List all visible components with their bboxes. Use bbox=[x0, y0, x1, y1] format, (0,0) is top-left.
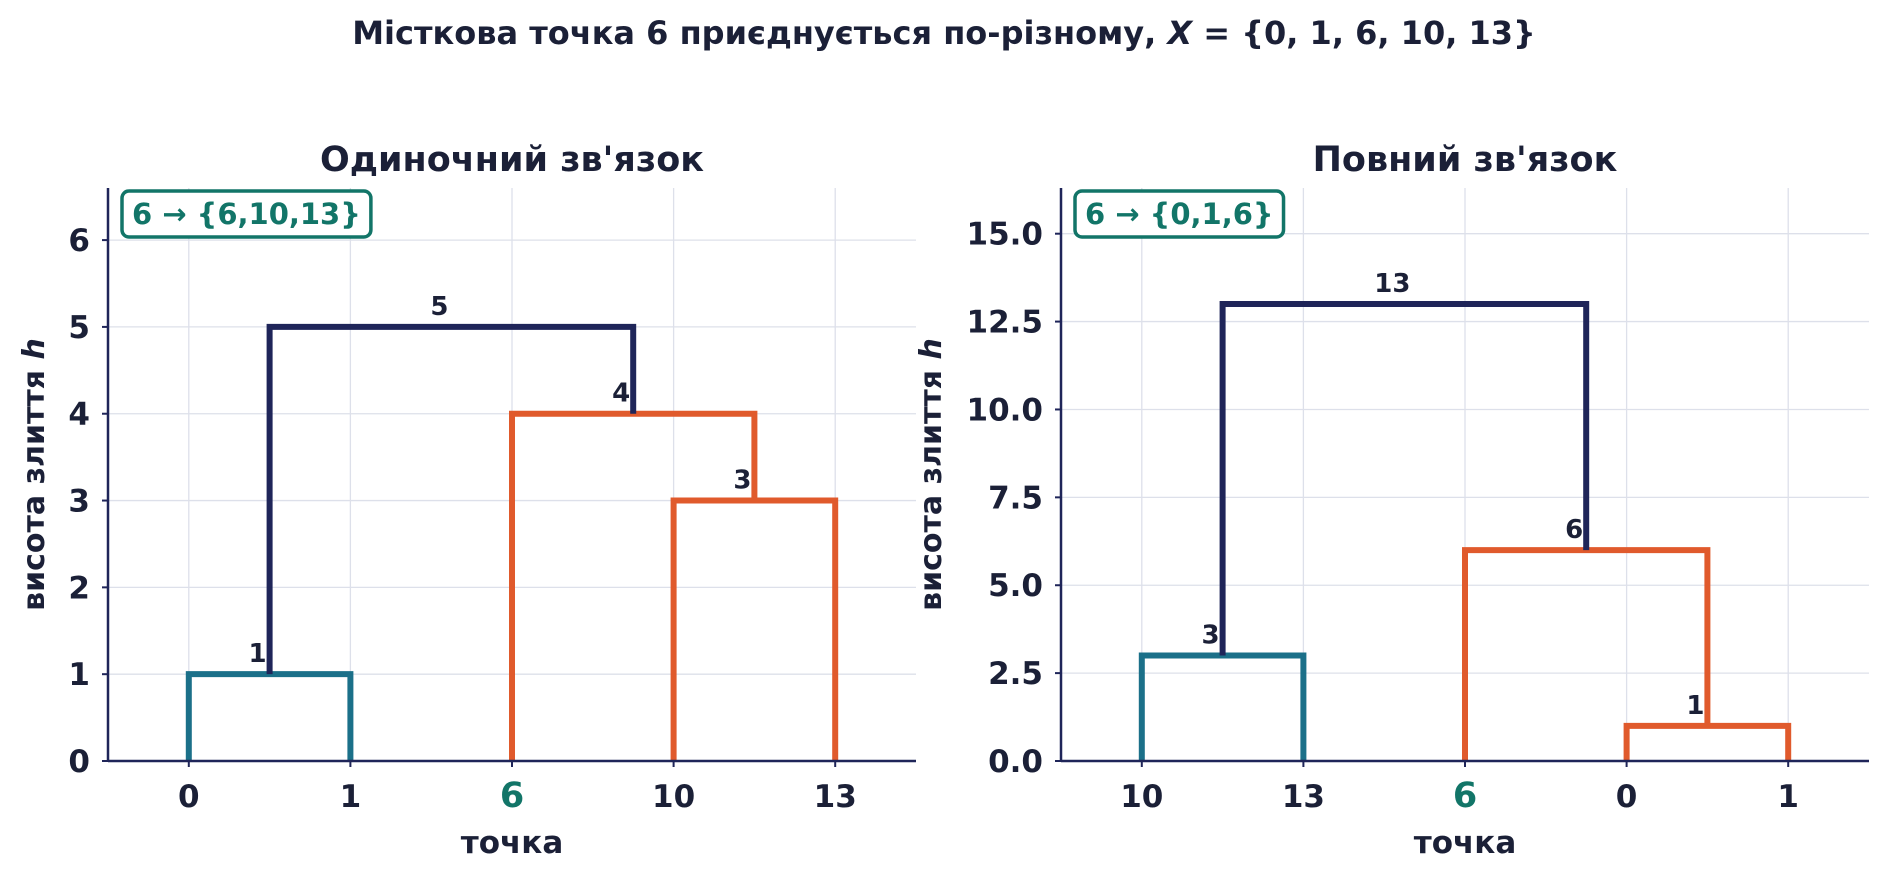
leaf-label: 13 bbox=[1282, 779, 1325, 815]
leaf-label: 6 bbox=[500, 776, 524, 816]
merge-height-label: 6 bbox=[1565, 515, 1583, 545]
y-axis-label: висота злиття h bbox=[914, 338, 949, 611]
y-tick-label: 7.5 bbox=[988, 480, 1043, 516]
merge-height-label: 4 bbox=[612, 379, 630, 409]
merge-height-label: 3 bbox=[733, 466, 751, 496]
leaf-label: 13 bbox=[814, 779, 857, 815]
merge-height-label: 1 bbox=[249, 639, 267, 669]
dendrogram-link bbox=[1462, 547, 1711, 761]
dendrogram-link bbox=[185, 671, 354, 761]
leaf-label: 0 bbox=[1616, 779, 1638, 815]
merge-height-label: 5 bbox=[430, 292, 448, 322]
panel-title: Повний зв'язок bbox=[1313, 140, 1618, 180]
merge-height-label: 3 bbox=[1202, 621, 1220, 651]
annotation-text: 6 → {0,1,6} bbox=[1085, 197, 1274, 231]
y-axis-label-variable: h bbox=[17, 338, 52, 359]
y-axis-label: висота злиття h bbox=[17, 338, 52, 611]
y-tick-label: 2 bbox=[68, 570, 90, 606]
suptitle-variable: X bbox=[1165, 14, 1193, 52]
y-tick-label: 2.5 bbox=[988, 656, 1043, 692]
suptitle-text: Місткова точка 6 приєднується по-різному… bbox=[352, 14, 1167, 52]
cluster-annotation: 6 → {0,1,6} bbox=[1073, 189, 1286, 239]
y-tick-label: 5.0 bbox=[988, 568, 1043, 604]
figure-suptitle: Місткова точка 6 приєднується по-різному… bbox=[352, 14, 1536, 52]
dendrogram-link bbox=[670, 497, 839, 761]
leaf-label: 1 bbox=[340, 779, 362, 815]
y-tick-label: 6 bbox=[68, 223, 90, 259]
dendrogram-link bbox=[266, 323, 637, 675]
y-tick-label: 3 bbox=[68, 484, 90, 520]
leaf-label: 10 bbox=[1120, 779, 1163, 815]
annotation-box bbox=[120, 189, 373, 239]
leaf-label: 10 bbox=[652, 779, 695, 815]
cluster-annotation: 6 → {6,10,13} bbox=[120, 189, 373, 239]
dendrogram-link bbox=[1623, 722, 1792, 761]
merge-height-label: 13 bbox=[1374, 269, 1410, 299]
y-axis-label-variable: h bbox=[914, 338, 949, 359]
x-axis-label: точка bbox=[1414, 825, 1517, 861]
y-tick-label: 1 bbox=[68, 657, 90, 693]
y-tick-label: 10.0 bbox=[967, 392, 1044, 428]
dendrogram-link bbox=[1219, 301, 1590, 656]
annotation-box bbox=[1073, 189, 1286, 239]
complete-linkage-panel: 3 1 6 13 0.0 2.5 5.0 7.5 10.0 12.5 15.0 10 13 6 0 1 Повн… bbox=[914, 140, 1869, 861]
merge-height-label: 1 bbox=[1686, 691, 1704, 721]
dendrogram-link bbox=[1138, 652, 1307, 761]
leaf-label: 0 bbox=[178, 779, 200, 815]
y-tick-label: 5 bbox=[68, 310, 90, 346]
panel-title: Одиночний зв'язок bbox=[320, 140, 704, 180]
y-axis-label-text: висота злиття bbox=[914, 359, 949, 610]
leaf-label: 1 bbox=[1777, 779, 1799, 815]
y-tick-label: 0 bbox=[68, 744, 90, 780]
y-tick-label: 12.5 bbox=[967, 305, 1044, 341]
leaf-label: 6 bbox=[1453, 776, 1477, 816]
y-tick-label: 15.0 bbox=[967, 217, 1044, 253]
y-axis-label-text: висота злиття bbox=[17, 359, 52, 610]
y-tick-label: 4 bbox=[68, 397, 90, 433]
annotation-text: 6 → {6,10,13} bbox=[132, 197, 361, 231]
x-axis-label: точка bbox=[461, 825, 564, 861]
suptitle-set: = {0, 1, 6, 10, 13} bbox=[1192, 14, 1536, 52]
y-tick-label: 0.0 bbox=[988, 744, 1043, 780]
